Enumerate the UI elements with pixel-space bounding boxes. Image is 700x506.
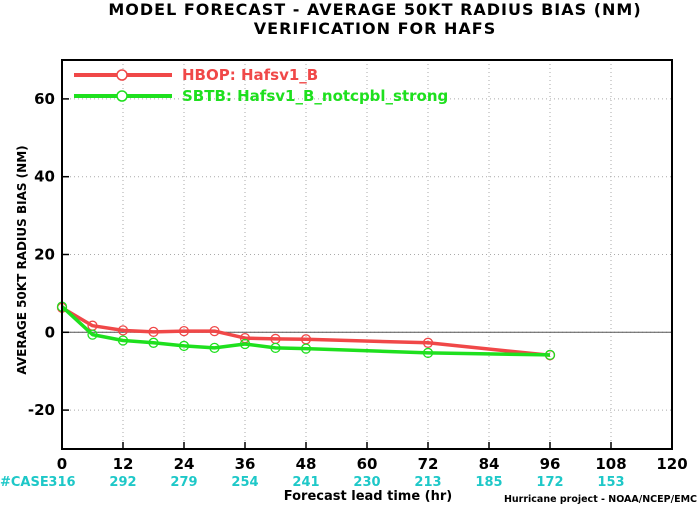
- series-point: [209, 325, 220, 337]
- series-line: [61, 306, 551, 358]
- chart-title: MODEL FORECAST - AVERAGE 50KT RADIUS BIA…: [108, 0, 641, 19]
- case-count: 230: [353, 475, 380, 490]
- y-tick-label: 20: [34, 246, 55, 264]
- series-point: [148, 337, 159, 348]
- series-1: [56, 302, 556, 361]
- case-count: 292: [109, 475, 136, 490]
- x-tick-label: 84: [479, 455, 500, 473]
- case-count: 172: [536, 475, 563, 490]
- series-point: [209, 342, 220, 354]
- legend-item: SBTB: Hafsv1_B_notcpbl_strong: [74, 87, 448, 105]
- legend-label: SBTB: Hafsv1_B_notcpbl_strong: [182, 87, 448, 105]
- y-tick-label: 0: [45, 323, 55, 341]
- series-point: [87, 329, 98, 340]
- case-count: 241: [292, 475, 319, 490]
- grid: [62, 60, 672, 449]
- x-tick-label: 60: [357, 455, 378, 473]
- x-tick-label: 96: [540, 455, 561, 473]
- series-point: [300, 343, 312, 354]
- series-point: [544, 349, 556, 361]
- y-tick-label: 40: [34, 168, 55, 186]
- case-count: 254: [231, 475, 258, 490]
- case-count: 185: [475, 475, 502, 490]
- series-point: [117, 325, 129, 336]
- legend-swatch-marker: [116, 90, 128, 102]
- case-counts: 316 292 279 254 241 230 213 185 172 153: [48, 475, 624, 490]
- case-count: 279: [170, 475, 197, 490]
- series-point: [270, 342, 281, 354]
- x-tick-label: 72: [418, 455, 439, 473]
- tick-layer: 0 12 24 36 48 60 72 84 96 108 120 -20 0 20 40 60: [28, 90, 688, 473]
- x-tick-label: 12: [113, 455, 134, 473]
- series-layer: [56, 301, 556, 361]
- series-point: [239, 338, 251, 350]
- x-tick-label: 108: [595, 455, 626, 473]
- series-point: [148, 326, 159, 338]
- case-label: #CASE: [0, 475, 49, 490]
- legend-swatch-marker: [116, 69, 128, 81]
- legend-label: HBOP: Hafsv1_B: [182, 66, 318, 84]
- series-point: [422, 337, 434, 348]
- series-2: [56, 301, 556, 361]
- x-tick-label: 24: [174, 455, 195, 473]
- credit-text: Hurricane project - NOAA/NCEP/EMC: [504, 494, 697, 505]
- x-tick-label: 36: [235, 455, 256, 473]
- x-tick-label: 0: [57, 455, 67, 473]
- y-tick-label: 60: [34, 90, 55, 108]
- series-point: [178, 325, 190, 337]
- series-point: [422, 347, 434, 359]
- x-axis-label: Forecast lead time (hr): [284, 489, 452, 504]
- legend: HBOP: Hafsv1_B SBTB: Hafsv1_B_notcpbl_str…: [74, 66, 448, 105]
- series-point: [178, 340, 190, 352]
- series-line: [60, 305, 551, 357]
- series-point: [117, 335, 129, 346]
- x-tick-label: 120: [656, 455, 687, 473]
- case-count: 316: [48, 475, 75, 490]
- chart-subtitle: VERIFICATION FOR HAFS: [254, 19, 496, 38]
- x-tick-label: 48: [296, 455, 317, 473]
- case-count: 213: [414, 475, 441, 490]
- case-count: 153: [597, 475, 624, 490]
- y-axis-label: AVERAGE 50KT RADIUS BIAS (NM): [15, 145, 29, 374]
- legend-item: HBOP: Hafsv1_B: [74, 66, 318, 84]
- y-tick-label: -20: [28, 401, 55, 419]
